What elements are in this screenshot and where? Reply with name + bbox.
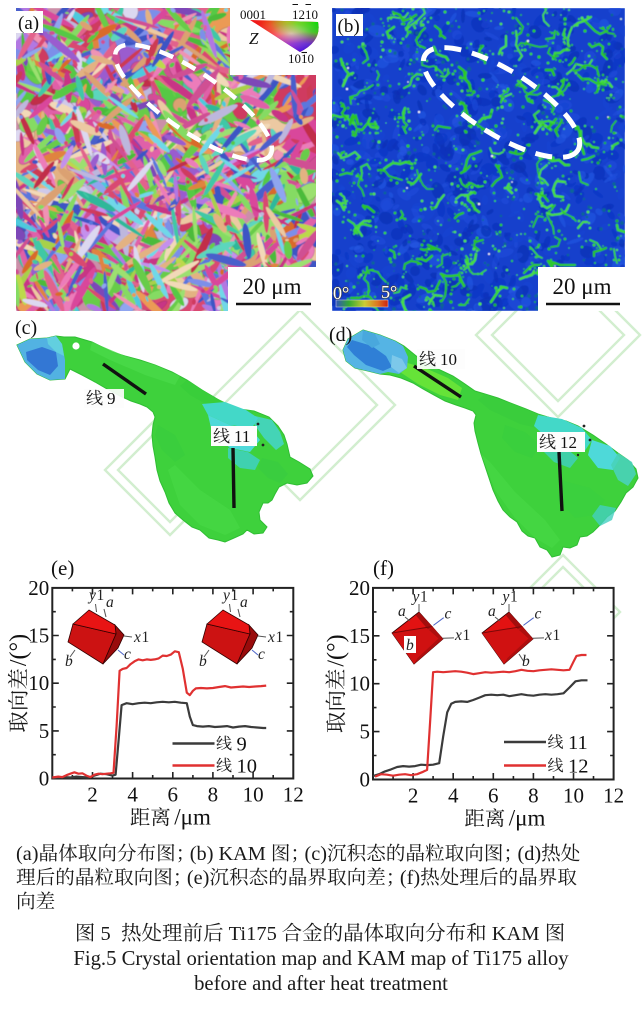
- svg-text:12: 12: [283, 783, 304, 807]
- svg-text:y: y: [87, 587, 96, 604]
- svg-text:(b) KAM: (b) KAM: [190, 843, 266, 865]
- svg-text:x: x: [133, 629, 141, 646]
- svg-text:1: 1: [420, 589, 428, 606]
- svg-text:b: b: [65, 653, 73, 670]
- svg-text:6: 6: [168, 783, 179, 807]
- svg-text:1: 1: [231, 587, 239, 604]
- svg-text:0: 0: [39, 767, 50, 791]
- svg-text:1: 1: [97, 587, 105, 604]
- svg-text:y: y: [411, 589, 420, 606]
- svg-text:a: a: [398, 603, 406, 620]
- svg-text:11: 11: [568, 732, 588, 754]
- svg-text:(f): (f): [400, 867, 420, 889]
- svg-text:/(°): /(°): [6, 634, 32, 666]
- svg-text:(c): (c): [15, 317, 37, 339]
- svg-text:(e): (e): [187, 867, 210, 889]
- svg-text:/(°): /(°): [324, 634, 350, 666]
- svg-text:KAM: KAM: [492, 923, 540, 945]
- svg-text:20 μm: 20 μm: [553, 274, 612, 299]
- svg-text:(d): (d): [329, 324, 352, 346]
- svg-text:1010: 1010: [288, 51, 314, 66]
- svg-text:1: 1: [463, 627, 471, 644]
- svg-text:1: 1: [553, 627, 561, 644]
- svg-text:a: a: [106, 594, 114, 611]
- svg-text:(f): (f): [373, 556, 394, 580]
- svg-text:9: 9: [237, 734, 247, 756]
- svg-text:(c): (c): [305, 843, 328, 865]
- svg-text:y: y: [221, 587, 230, 604]
- svg-text:20: 20: [349, 576, 370, 600]
- svg-text:15: 15: [28, 624, 49, 648]
- svg-text:/μm: /μm: [509, 806, 546, 831]
- svg-text:c: c: [124, 646, 131, 663]
- svg-text:10: 10: [349, 672, 370, 696]
- svg-text:b: b: [199, 653, 207, 670]
- svg-text:(a): (a): [18, 13, 39, 34]
- svg-text:5: 5: [360, 720, 371, 744]
- svg-text:5: 5: [39, 719, 50, 743]
- svg-text:10: 10: [237, 756, 258, 778]
- svg-text:a: a: [240, 594, 248, 611]
- svg-text:2: 2: [408, 784, 419, 808]
- svg-text:(d): (d): [518, 843, 542, 865]
- svg-text:10: 10: [243, 783, 264, 807]
- svg-text:x: x: [454, 627, 462, 644]
- svg-text:/μm: /μm: [174, 805, 211, 830]
- svg-text:1: 1: [142, 629, 150, 646]
- svg-text:1: 1: [276, 629, 284, 646]
- svg-text:12: 12: [603, 784, 624, 808]
- svg-text:(b): (b): [338, 16, 360, 37]
- svg-text:12: 12: [560, 433, 577, 452]
- svg-text:2: 2: [87, 783, 98, 807]
- svg-text:c: c: [445, 606, 452, 623]
- svg-text:12: 12: [568, 756, 589, 778]
- svg-text:10: 10: [563, 784, 584, 808]
- svg-text:(a): (a): [16, 843, 39, 865]
- svg-text:15: 15: [349, 624, 370, 648]
- svg-text:4: 4: [448, 784, 459, 808]
- svg-text:9: 9: [107, 389, 116, 408]
- svg-text:0°: 0°: [333, 283, 349, 303]
- svg-text:before and after heat treatmen: before and after heat treatment: [194, 973, 448, 995]
- svg-text:20 μm: 20 μm: [243, 274, 302, 299]
- svg-text:1210: 1210: [292, 7, 318, 22]
- svg-text:0001: 0001: [240, 7, 266, 22]
- svg-text:y: y: [501, 589, 510, 606]
- svg-text:c: c: [258, 646, 265, 663]
- svg-text:5: 5: [101, 923, 111, 945]
- svg-text:x: x: [267, 629, 275, 646]
- svg-text:10: 10: [28, 671, 49, 695]
- svg-text:4: 4: [127, 783, 138, 807]
- svg-text:5°: 5°: [381, 282, 397, 302]
- svg-text:0: 0: [360, 768, 371, 792]
- svg-text:Fig.5 Crystal orientation map: Fig.5 Crystal orientation map and KAM ma…: [73, 948, 569, 970]
- svg-text:(e): (e): [51, 556, 74, 580]
- svg-text:c: c: [535, 606, 542, 623]
- svg-text:b: b: [406, 637, 414, 654]
- svg-text:8: 8: [528, 784, 539, 808]
- svg-text:11: 11: [234, 427, 250, 446]
- svg-text:10: 10: [440, 350, 457, 369]
- svg-text:20: 20: [28, 576, 49, 600]
- svg-text:6: 6: [488, 784, 499, 808]
- svg-text:b: b: [522, 653, 530, 670]
- svg-text:8: 8: [208, 783, 219, 807]
- svg-text:x: x: [544, 627, 552, 644]
- svg-text:a: a: [488, 603, 496, 620]
- svg-text:Ti175: Ti175: [229, 923, 277, 945]
- svg-text:Z: Z: [249, 29, 259, 48]
- svg-text:1: 1: [510, 589, 518, 606]
